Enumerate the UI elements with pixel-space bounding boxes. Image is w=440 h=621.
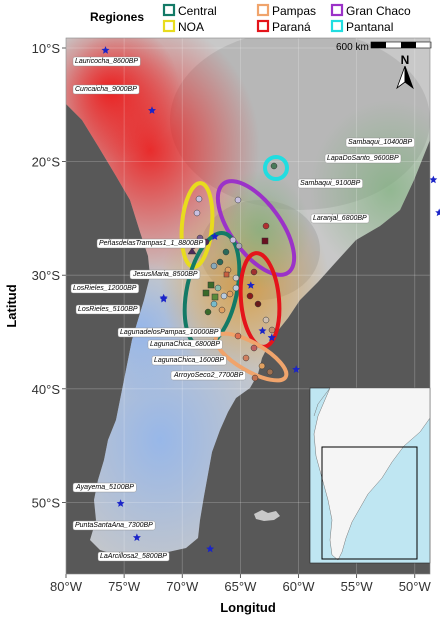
site-star xyxy=(148,106,156,114)
site-marker: LosRieles_5100BP xyxy=(75,294,168,315)
north-arrow: N xyxy=(396,53,414,90)
site-star xyxy=(292,365,301,373)
north-arrow-label: N xyxy=(401,53,410,67)
site-marker: Sambaqui_10400BP xyxy=(345,137,415,148)
scale-bar-label: 600 km xyxy=(336,42,369,53)
site-label: LosRieles_5100BP xyxy=(78,306,138,313)
legend-label: Gran Chaco xyxy=(346,4,411,18)
x-tick-label: 70°W xyxy=(166,579,199,594)
site-label: ArroyoSeco2_7700BP xyxy=(173,372,244,379)
legend-item: Pampas xyxy=(256,3,316,18)
y-tick-label: 40°S xyxy=(32,382,61,397)
site-marker: ArroyoSeco2_7700BP xyxy=(170,365,301,381)
falkland-islands xyxy=(254,510,280,521)
site-label: Lauricocha_8600BP xyxy=(75,58,138,65)
site-marker: Sambaqui_9100BP xyxy=(297,175,438,189)
y-axis: 10°S 20°S 30°S 40°S 50°S xyxy=(32,41,66,510)
y-tick-label: 10°S xyxy=(32,41,61,56)
site-star xyxy=(258,326,267,335)
x-axis-title: Longitud xyxy=(220,600,276,615)
site-marker: LosRieles_12000BP xyxy=(70,283,168,302)
site-label: LagunaChica_6800BP xyxy=(150,341,220,348)
y-tick-label: 20°S xyxy=(32,155,61,170)
site-star xyxy=(246,281,255,289)
ellipse-pantanal xyxy=(263,155,289,181)
legend: Regiones Central Pampas Gran Chaco NOA Paran… xyxy=(90,3,411,34)
x-tick-label: 50°W xyxy=(399,579,432,594)
legend-swatch xyxy=(330,3,344,17)
site-marker: Cuncaicha_9000BP xyxy=(72,84,156,114)
legend-item: Pantanal xyxy=(330,19,393,34)
site-marker: PuntaSantaAna_7300BP xyxy=(72,520,156,541)
site-marker: LagunaChica_6800BP xyxy=(147,333,276,350)
x-axis: 80°W75°W70°W65°W60°W55°W50°W45°W xyxy=(50,574,432,594)
legend-swatch xyxy=(162,19,176,33)
site-marker: LagunadelosPampas_10000BP xyxy=(117,326,267,338)
site-star xyxy=(159,294,168,303)
inset-map xyxy=(309,387,431,564)
legend-item: Paraná xyxy=(256,19,311,34)
legend-label: Central xyxy=(178,4,217,18)
site-label: Laranjal_6800BP xyxy=(313,215,367,222)
inset-extent-box xyxy=(321,446,418,560)
x-tick-label: 55°W xyxy=(341,579,374,594)
site-marker: Ayayema_5100BP xyxy=(72,482,137,507)
site-marker: JesusMaria_8500BP xyxy=(129,269,255,289)
y-tick-label: 50°S xyxy=(32,495,61,510)
legend-swatch xyxy=(256,19,270,33)
site-star xyxy=(210,232,219,240)
site-marker: LaArcillosa2_5800BP xyxy=(97,544,215,562)
site-marker: Laranjal_6800BP xyxy=(310,208,440,224)
site-star xyxy=(435,208,440,217)
legend-swatch xyxy=(256,3,270,17)
site-star xyxy=(132,533,141,541)
site-markers: Lauricocha_8600BP Cuncaicha_9000BP Sambaqu… xyxy=(70,46,440,562)
site-star xyxy=(429,175,438,184)
site-marker: LagunaChica_1600BP xyxy=(151,333,276,366)
site-label: LagunaChica_1600BP xyxy=(154,357,224,364)
legend-item: NOA xyxy=(162,19,204,34)
legend-item: Central xyxy=(162,3,217,18)
x-tick-label: 75°W xyxy=(108,579,141,594)
site-label: PeñasdelasTrampas1_1_8800BP xyxy=(99,240,203,247)
legend-swatch xyxy=(330,19,344,33)
sample-points xyxy=(187,162,278,382)
scale-bar: 600 km xyxy=(336,41,432,53)
x-tick-label: 80°W xyxy=(50,579,83,594)
x-tick-label: 60°W xyxy=(283,579,316,594)
site-star xyxy=(101,46,110,54)
site-label: Cuncaicha_9000BP xyxy=(75,86,137,93)
legend-item: Gran Chaco xyxy=(330,3,411,18)
site-label: LapaDoSanto_9600BP xyxy=(327,155,399,162)
legend-title: Regiones xyxy=(90,10,144,24)
site-marker: Lauricocha_8600BP xyxy=(72,46,141,67)
site-star xyxy=(267,333,276,342)
site-label: LosRieles_12000BP xyxy=(73,285,137,292)
y-axis-title: Latitud xyxy=(4,284,19,327)
legend-label: Pampas xyxy=(272,4,316,18)
site-label: JesusMaria_8500BP xyxy=(132,271,198,278)
site-label: LaArcillosa2_5800BP xyxy=(100,553,167,560)
site-star xyxy=(206,544,215,553)
site-label: PuntaSantaAna_7300BP xyxy=(75,522,153,529)
site-marker: LapaDoSanto_9600BP xyxy=(324,153,402,164)
site-label: LagunadelosPampas_10000BP xyxy=(120,329,219,336)
legend-swatch xyxy=(162,3,176,17)
site-label: Sambaqui_9100BP xyxy=(300,180,361,187)
legend-label: Pantanal xyxy=(346,20,393,34)
legend-label: Paraná xyxy=(272,20,311,34)
site-star xyxy=(116,499,125,507)
y-tick-label: 30°S xyxy=(32,268,61,283)
site-label: Ayayema_5100BP xyxy=(75,484,134,491)
x-tick-label: 65°W xyxy=(224,579,257,594)
site-label: Sambaqui_10400BP xyxy=(348,139,413,146)
site-marker: PeñasdelasTrampas1_1_8800BP xyxy=(96,232,219,249)
legend-label: NOA xyxy=(178,20,204,34)
